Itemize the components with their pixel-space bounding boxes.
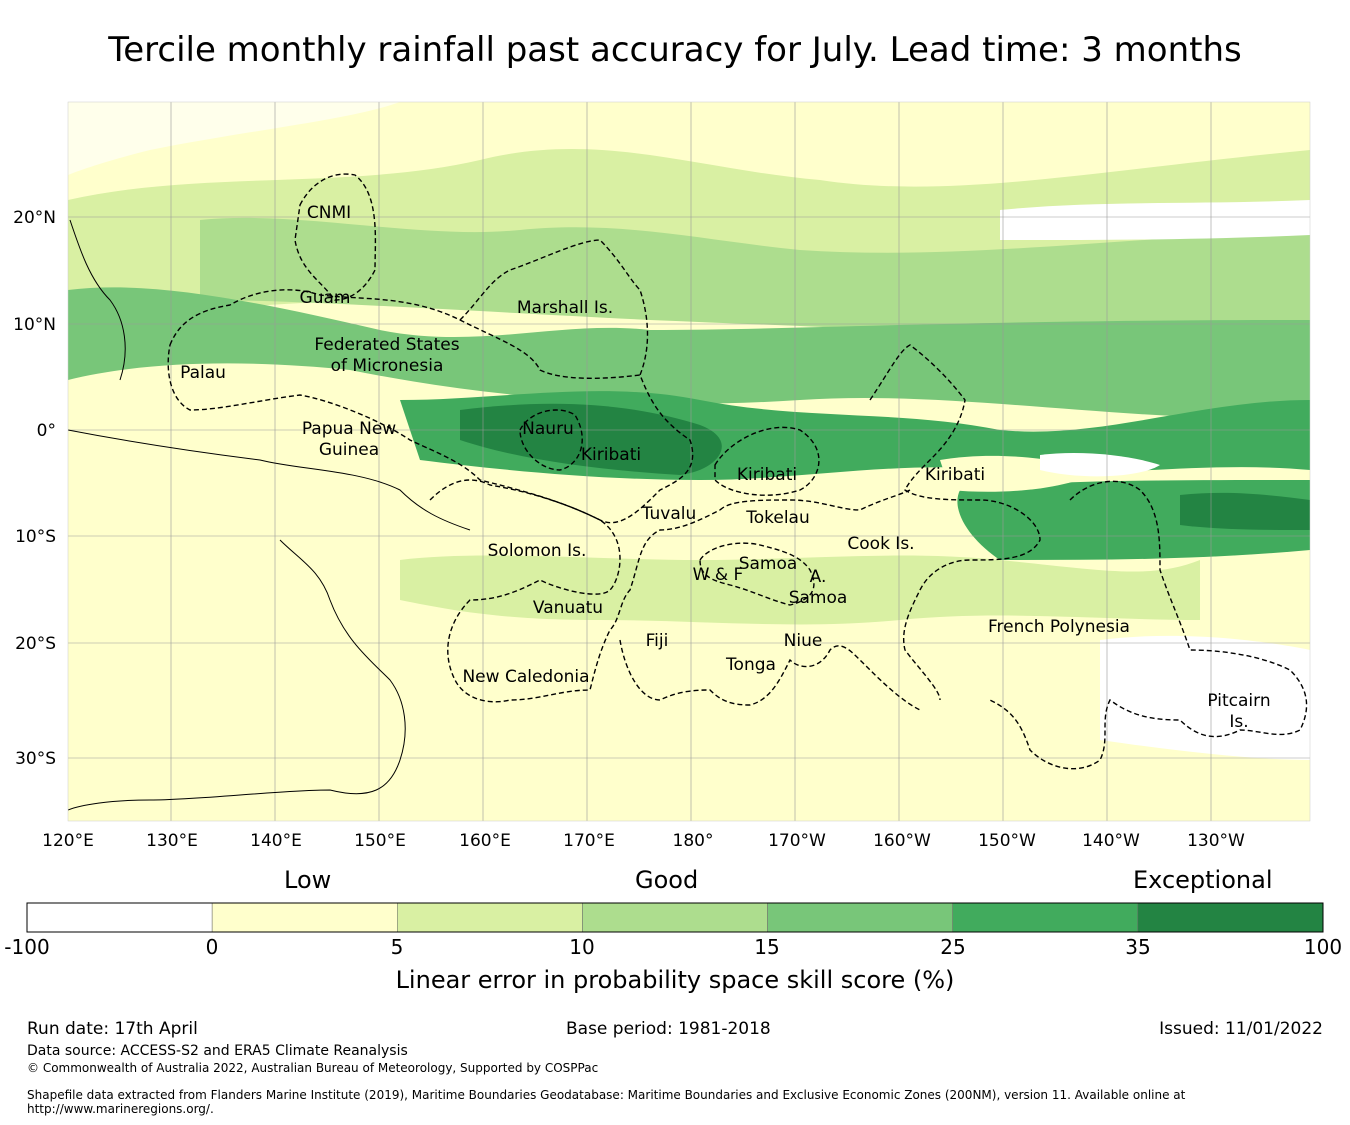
label-tokelau: Tokelau — [745, 508, 810, 528]
label-pitcairn-1: Pitcairn — [1207, 691, 1270, 711]
label-cook: Cook Is. — [847, 534, 914, 554]
colorbar-tick: 15 — [754, 935, 779, 959]
colorbar-cell — [211, 902, 398, 933]
colorbar-cell — [952, 902, 1139, 933]
label-nauru: Nauru — [522, 419, 574, 439]
lon-label: 140°W — [1082, 831, 1140, 851]
label-solomon: Solomon Is. — [488, 541, 587, 561]
label-wallis-futuna: W & F — [693, 565, 744, 585]
label-pitcairn-2: Is. — [1229, 712, 1248, 732]
white-patch-north — [1000, 200, 1310, 240]
base-period: Base period: 1981-2018 — [566, 1019, 771, 1039]
colorbar-cell — [767, 902, 953, 933]
white-patch-east — [1040, 453, 1160, 477]
label-guam: Guam — [300, 288, 351, 308]
label-palau: Palau — [180, 363, 226, 383]
graticule — [68, 102, 1310, 821]
lon-label: 130°W — [1187, 831, 1245, 851]
colorbar-frame — [26, 902, 1324, 933]
colorbar-tick: 35 — [1125, 935, 1150, 959]
eez-boundaries — [167, 173, 1308, 770]
colorbar-tick: 100 — [1304, 935, 1342, 959]
skill-map: CNMI Guam Marshall Is. Federated States … — [13, 101, 1311, 851]
white-patch-south — [1100, 635, 1310, 760]
southern-light-band — [400, 555, 1200, 625]
issued-date: Issued: 11/01/2022 — [1159, 1019, 1323, 1039]
label-kiribati-east: Kiribati — [925, 465, 985, 485]
map-frame — [67, 101, 1311, 822]
colorbar-tick: 10 — [569, 935, 594, 959]
lon-label: 120°E — [42, 831, 94, 851]
category-exceptional: Exceptional — [1133, 866, 1273, 894]
lon-label: 150°W — [978, 831, 1036, 851]
colorbar-tick: 25 — [940, 935, 965, 959]
category-good: Good — [635, 866, 699, 894]
medium-green-band — [200, 217, 1310, 335]
label-kiribati-central: Kiribati — [737, 465, 797, 485]
label-marshall: Marshall Is. — [517, 298, 613, 318]
green-band-north — [68, 287, 1310, 420]
lon-label: 170°W — [768, 831, 826, 851]
lat-label-30s: 30°S — [15, 749, 56, 769]
colorbar-axis-label: Linear error in probability space skill … — [395, 966, 955, 994]
data-source: Data source: ACCESS-S2 and ERA5 Climate … — [27, 1043, 408, 1059]
shapefile-credit: Shapefile data extracted from Flanders M… — [27, 1088, 1186, 1102]
lat-label-20n: 20°N — [13, 208, 56, 228]
label-fiji: Fiji — [646, 631, 669, 651]
lon-label: 130°E — [146, 831, 198, 851]
label-kiribati-west: Kiribati — [581, 445, 641, 465]
lat-label-10s: 10°S — [15, 527, 56, 547]
colorbar-tick: -100 — [4, 935, 49, 959]
run-date: Run date: 17th April — [27, 1019, 198, 1039]
label-new-caledonia: New Caledonia — [462, 667, 589, 687]
colorbar-cell — [1137, 902, 1324, 933]
white-patch-nw — [68, 102, 400, 175]
lon-label: 160°E — [459, 831, 511, 851]
lon-label: 140°E — [250, 831, 302, 851]
label-french-polynesia: French Polynesia — [988, 617, 1130, 637]
label-am-samoa-2: Samoa — [789, 588, 848, 608]
colorbar-cell — [26, 902, 213, 933]
shapefile-url: http://www.marineregions.org/. — [27, 1102, 214, 1116]
label-cnmi: CNMI — [307, 203, 351, 223]
colorbar-cell — [582, 902, 768, 933]
label-niue: Niue — [784, 631, 823, 651]
lon-label: 160°W — [873, 831, 931, 851]
colorbar-tick: 0 — [206, 935, 219, 959]
label-png-1: Papua New — [302, 419, 396, 439]
chart-title: Tercile monthly rainfall past accuracy f… — [108, 30, 1242, 70]
lat-label-10n: 10°N — [13, 315, 56, 335]
label-tuvalu: Tuvalu — [641, 504, 697, 524]
label-samoa: Samoa — [739, 554, 798, 574]
colorbar-tick: 5 — [391, 935, 404, 959]
colorbar-cell — [397, 902, 583, 933]
copyright: © Commonwealth of Australia 2022, Austra… — [27, 1061, 599, 1075]
label-fsm-2: of Micronesia — [331, 356, 444, 376]
label-png-2: Guinea — [319, 440, 379, 460]
label-tonga: Tonga — [725, 655, 776, 675]
lon-label: 180° — [673, 831, 714, 851]
lon-label: 170°E — [563, 831, 615, 851]
label-fsm-1: Federated States — [314, 335, 459, 355]
lat-label-0: 0° — [37, 421, 56, 441]
category-low: Low — [284, 866, 332, 894]
coastlines — [68, 219, 471, 811]
exceptional-east — [1180, 492, 1310, 530]
label-am-samoa-1: A. — [810, 567, 827, 587]
label-vanuatu: Vanuatu — [533, 598, 603, 618]
lat-label-20s: 20°S — [15, 634, 56, 654]
lon-label: 150°E — [354, 831, 406, 851]
